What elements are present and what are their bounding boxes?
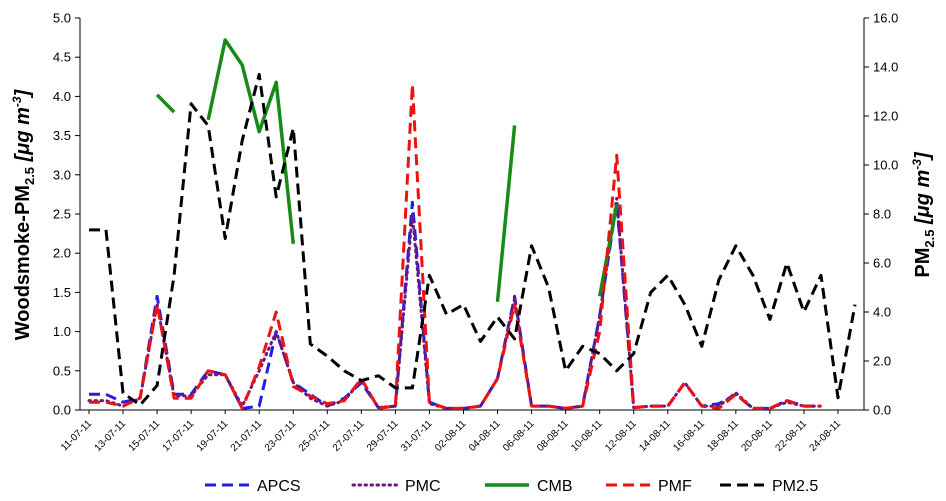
series-pmc — [87, 196, 823, 410]
legend-item-apcs: APCS — [205, 478, 301, 495]
x-tick-label: 02-08-11 — [433, 418, 469, 454]
chart-axes — [75, 17, 869, 414]
x-tick-label: 20-08-11 — [739, 418, 775, 454]
x-tick-label: 14-08-11 — [637, 418, 673, 454]
x-tick-label: 22-08-11 — [773, 418, 809, 454]
series-line — [206, 38, 296, 244]
y-left-tick-label: 4.0 — [53, 89, 71, 104]
y-left-tick-label: 2.5 — [53, 207, 71, 222]
x-tick-label: 23-07-11 — [263, 418, 299, 454]
series-line — [89, 72, 857, 407]
x-tick-label: 17-07-11 — [161, 418, 197, 454]
series-line — [87, 196, 823, 410]
x-tick-label: 27-07-11 — [331, 418, 367, 454]
y-axis-left-title: Woodsmoke-PM2.5 [μg m-3] — [10, 88, 37, 340]
y-left-tick-label: 0.5 — [53, 363, 71, 378]
series-line — [89, 200, 821, 410]
y-right-tick-label: 0.0 — [873, 403, 891, 418]
legend-label: CMB — [537, 478, 573, 495]
x-tick-label: 04-08-11 — [467, 418, 503, 454]
series-line — [495, 125, 517, 302]
x-tick-label: 24-08-11 — [808, 418, 844, 454]
y-left-tick-label: 2.0 — [53, 246, 71, 261]
legend-item-pmf: PMF — [606, 478, 692, 495]
y-right-tick-label: 14.0 — [873, 60, 898, 75]
legend-item-cmb: CMB — [485, 478, 573, 495]
x-tick-label: 13-07-11 — [93, 418, 129, 454]
y-right-tick-label: 4.0 — [873, 305, 891, 320]
y-right-tick-label: 12.0 — [873, 109, 898, 124]
x-tick-label: 21-07-11 — [229, 418, 265, 454]
x-tick-label: 25-07-11 — [297, 418, 333, 454]
series-line — [155, 93, 176, 114]
series-apcs — [89, 200, 821, 410]
y-left-tick-label: 0.0 — [53, 403, 71, 418]
x-tick-label: 18-08-11 — [705, 418, 741, 454]
series-cmb — [155, 38, 619, 302]
y-right-tick-label: 16.0 — [873, 11, 898, 26]
x-tick-label: 15-07-11 — [127, 418, 163, 454]
x-tick-label: 12-08-11 — [603, 418, 639, 454]
series-pmf — [89, 83, 821, 410]
y-left-tick-label: 5.0 — [53, 11, 71, 26]
x-tick-label: 16-08-11 — [671, 418, 707, 454]
y-left-tick-label: 3.0 — [53, 167, 71, 182]
x-tick-label: 29-07-11 — [365, 418, 401, 454]
series-line — [89, 83, 821, 410]
y-left-tick-label: 1.0 — [53, 324, 71, 339]
legend-item-pm2-5: PM2.5 — [720, 478, 818, 495]
x-tick-label: 06-08-11 — [501, 418, 537, 454]
legend: APCS PMC CMB PMF PM2.5 — [205, 478, 818, 495]
y-left-tick-label: 3.5 — [53, 128, 71, 143]
y-right-tick-label: 6.0 — [873, 256, 891, 271]
x-tick-label: 08-08-11 — [535, 418, 571, 454]
x-tick-label: 31-07-11 — [399, 418, 435, 454]
x-tick-label: 19-07-11 — [195, 418, 231, 454]
legend-label: APCS — [257, 478, 301, 495]
x-tick-label: 11-07-11 — [59, 418, 94, 453]
plot-area — [87, 38, 857, 410]
series-pm2-5 — [89, 72, 857, 407]
y-right-tick-label: 10.0 — [873, 158, 898, 173]
legend-label: PMF — [658, 478, 692, 495]
y-left-tick-label: 1.5 — [53, 285, 71, 300]
y-right-tick-label: 2.0 — [873, 354, 891, 369]
legend-label: PM2.5 — [772, 478, 818, 495]
y-axis-right-title: PM2.5 [μg m-3] — [910, 151, 937, 278]
y-left-tick-label: 4.5 — [53, 50, 71, 65]
y-right-tick-label: 8.0 — [873, 207, 891, 222]
legend-item-pmc: PMC — [351, 478, 441, 495]
x-tick-label: 10-08-11 — [569, 418, 605, 454]
legend-label: PMC — [405, 478, 441, 495]
